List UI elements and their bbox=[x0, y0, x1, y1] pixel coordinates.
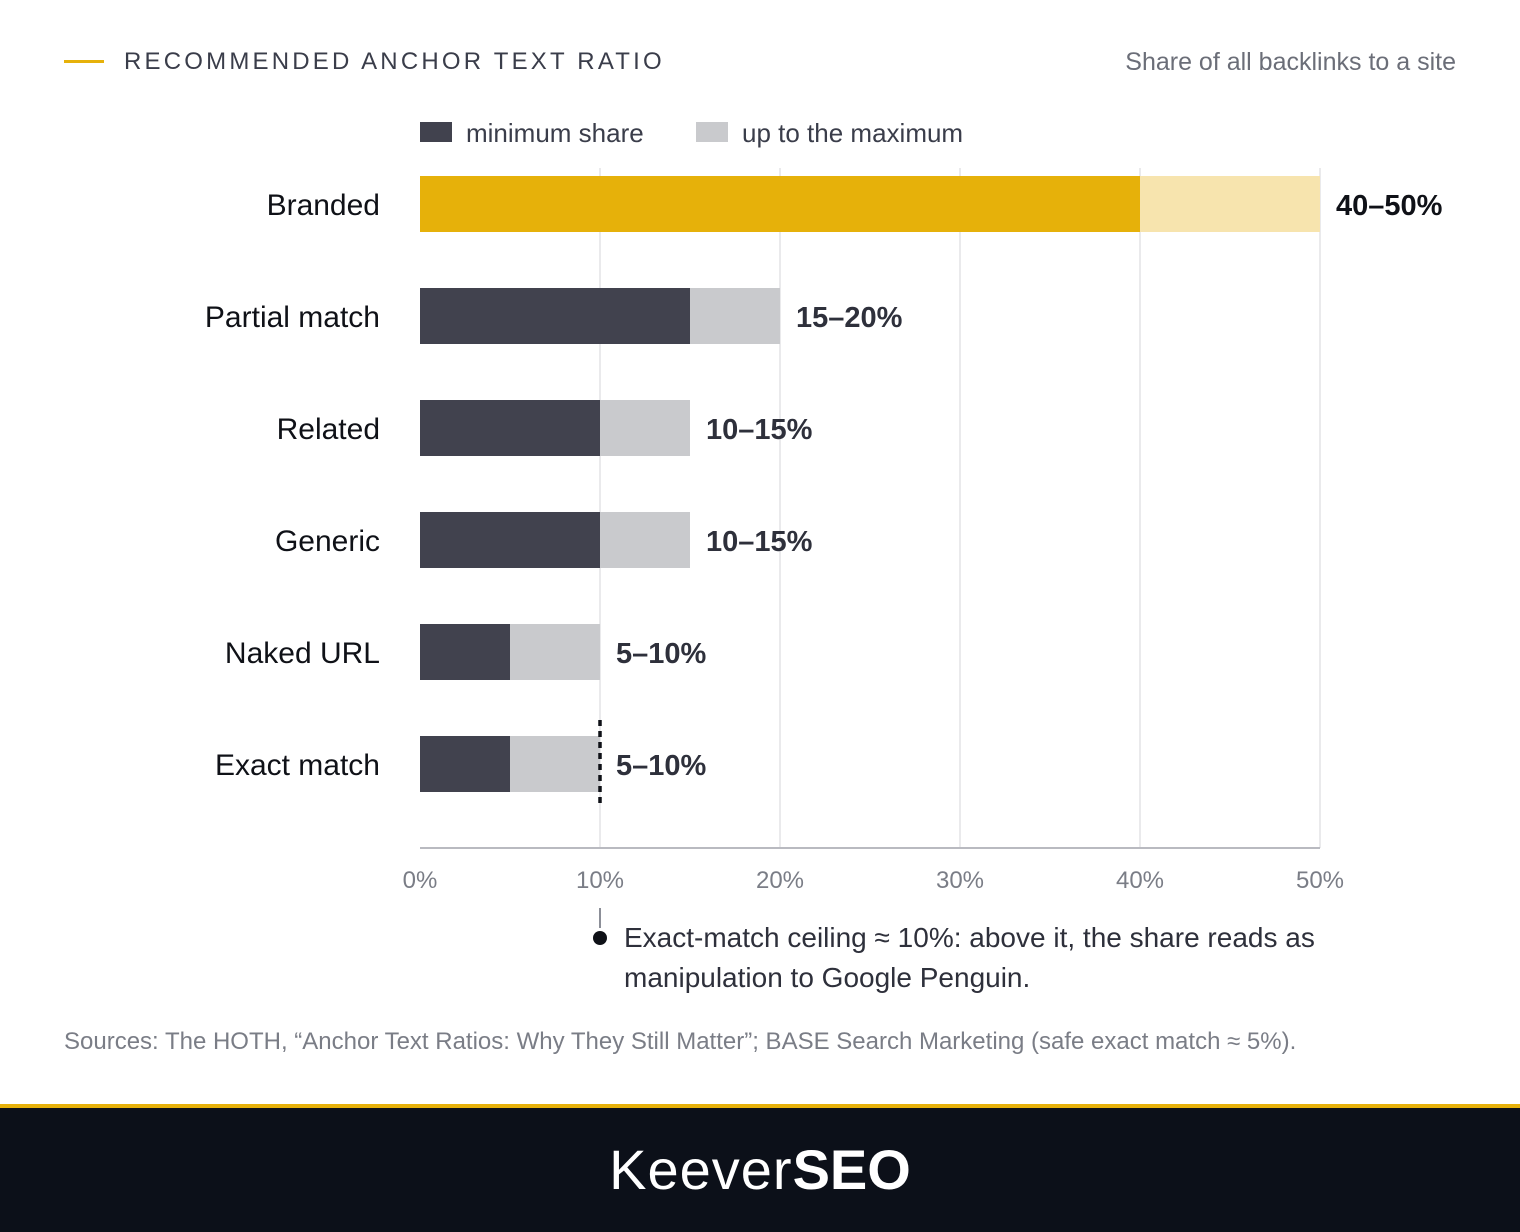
brand-logo-bold: SEO bbox=[792, 1138, 911, 1201]
ceiling-annotation: Exact-match ceiling ≈ 10%: above it, the… bbox=[624, 922, 1315, 993]
x-tick-label: 0% bbox=[403, 867, 438, 894]
x-tick-label: 40% bbox=[1116, 867, 1164, 894]
brand-logo: KeeverSEO bbox=[609, 1142, 911, 1198]
bar-min-share bbox=[420, 400, 600, 456]
bar-min-share bbox=[420, 736, 510, 792]
bar-min-share bbox=[420, 512, 600, 568]
category-label: Naked URL bbox=[225, 637, 380, 670]
x-tick-label: 50% bbox=[1296, 867, 1344, 894]
chart-title: RECOMMENDED ANCHOR TEXT RATIO bbox=[124, 48, 665, 75]
bar-min-share bbox=[420, 288, 690, 344]
brand-logo-light: Keever bbox=[609, 1138, 793, 1201]
chart-subtitle: Share of all backlinks to a site bbox=[1125, 48, 1456, 76]
value-label: 40–50% bbox=[1336, 190, 1443, 222]
header-accent-rule bbox=[64, 60, 104, 63]
value-label: 15–20% bbox=[796, 302, 903, 334]
category-label: Exact match bbox=[215, 749, 380, 782]
annotation-bullet-icon bbox=[593, 931, 607, 945]
bar-min-share bbox=[420, 176, 1140, 232]
legend-label: up to the maximum bbox=[742, 118, 963, 148]
category-label: Partial match bbox=[205, 301, 380, 334]
bar-max-share bbox=[690, 288, 780, 344]
anchor-ratio-chart: 0% 10% 20% 30% 40% 50% minimum share up to the … bbox=[205, 118, 1443, 928]
x-tick-label: 20% bbox=[756, 867, 804, 894]
category-label: Generic bbox=[275, 525, 380, 558]
bar-max-share bbox=[510, 624, 600, 680]
value-label: 5–10% bbox=[616, 638, 707, 670]
x-tick-label: 10% bbox=[576, 867, 624, 894]
category-label: Related bbox=[277, 413, 380, 446]
bar-min-share bbox=[420, 624, 510, 680]
category-label: Branded bbox=[267, 189, 380, 222]
value-label: 10–15% bbox=[706, 526, 813, 558]
bar-max-share bbox=[600, 512, 690, 568]
sources-note: Sources: The HOTH, “Anchor Text Ratios: … bbox=[64, 1028, 1297, 1055]
bar-max-share bbox=[510, 736, 600, 792]
value-label: 5–10% bbox=[616, 750, 707, 782]
x-tick-label: 30% bbox=[936, 867, 984, 894]
value-label: 10–15% bbox=[706, 414, 813, 446]
bar-max-share bbox=[1140, 176, 1320, 232]
footer-bar: KeeverSEO bbox=[0, 1104, 1520, 1232]
legend-swatch bbox=[696, 122, 728, 142]
legend-label: minimum share bbox=[466, 118, 644, 148]
legend-swatch bbox=[420, 122, 452, 142]
bar-max-share bbox=[600, 400, 690, 456]
